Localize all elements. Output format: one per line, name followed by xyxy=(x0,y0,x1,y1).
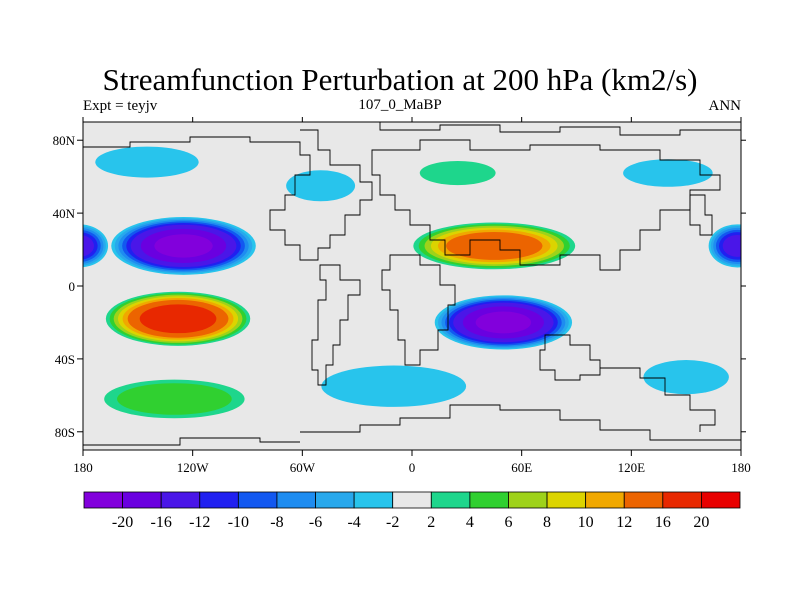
field-feature xyxy=(321,365,467,407)
x-tick-label: 0 xyxy=(409,460,416,475)
contour-band xyxy=(286,170,356,202)
contour-band xyxy=(419,160,496,186)
field-feature xyxy=(104,379,245,419)
colorbar-label: -2 xyxy=(386,514,399,531)
colorbar-box xyxy=(662,491,702,509)
x-tick-label: 60W xyxy=(290,460,316,475)
colorbar-box xyxy=(237,491,278,509)
contour-band xyxy=(475,311,532,334)
colorbar-box xyxy=(315,491,355,509)
field-feature xyxy=(413,222,576,270)
colorbar-box xyxy=(276,491,316,509)
colorbar-box xyxy=(83,491,123,509)
field-feature xyxy=(434,295,573,350)
season-label: ANN xyxy=(708,98,742,114)
colorbar-label: -4 xyxy=(347,514,360,531)
field-feature xyxy=(111,217,256,275)
x-tick-label: 180 xyxy=(731,460,751,475)
colorbar-box xyxy=(392,491,432,509)
colorbar-label: 8 xyxy=(543,514,551,531)
colorbar-box xyxy=(623,491,664,509)
contour-band xyxy=(117,383,232,415)
experiment-label: Expt = teyjv xyxy=(83,98,158,114)
time-label: 107_0_MaBP xyxy=(358,97,442,113)
colorbar-label: 10 xyxy=(578,514,594,531)
y-tick-label: 80N xyxy=(53,133,76,148)
colorbar-label: 20 xyxy=(693,514,709,531)
contour-band xyxy=(154,234,213,258)
coastline-segment xyxy=(83,129,373,261)
x-tick-label: 120W xyxy=(177,460,210,475)
field-feature xyxy=(643,360,729,395)
contour-band xyxy=(446,231,543,260)
colorbar-label: -6 xyxy=(309,514,322,531)
coastline-segment xyxy=(371,139,721,271)
y-tick-label: 40N xyxy=(53,206,76,221)
coastline-segment xyxy=(600,367,716,432)
contour-band xyxy=(83,235,94,257)
colorbar-box xyxy=(585,491,625,509)
contour-band xyxy=(623,159,713,187)
colorbar-box xyxy=(160,491,201,509)
field-feature xyxy=(286,170,356,202)
colorbar-box xyxy=(546,491,587,509)
x-tick-label: 120E xyxy=(618,460,646,475)
field-feature xyxy=(105,291,251,346)
y-tick-label: 0 xyxy=(69,279,76,294)
colorbar-box xyxy=(430,491,471,509)
contour-band xyxy=(722,234,741,257)
map-axes: 180 120W 60W 0 60E 120E 180 80N 40N 0 40S 80S xyxy=(53,117,751,475)
y-tick-label: 80S xyxy=(55,425,75,440)
coastline-segment xyxy=(379,122,741,136)
coastline-segment xyxy=(381,254,456,366)
contour-field xyxy=(83,146,741,419)
plot-title: Streamfunction Perturbation at 200 hPa (… xyxy=(102,62,698,97)
field-feature xyxy=(419,160,496,186)
field-feature xyxy=(95,146,199,178)
x-tick-label: 180 xyxy=(73,460,93,475)
colorbar-label: 12 xyxy=(616,514,632,531)
colorbar-box xyxy=(469,491,509,509)
coastline-segment xyxy=(689,194,713,236)
colorbar-label: -10 xyxy=(228,514,249,531)
colorbar-label: 6 xyxy=(504,514,512,531)
colorbar-label: -16 xyxy=(151,514,172,531)
coastline-segment xyxy=(539,334,601,381)
colorbar-box xyxy=(353,491,394,509)
contour-band xyxy=(95,146,199,178)
colorbar-label: -20 xyxy=(112,514,133,531)
y-tick-label: 40S xyxy=(55,352,75,367)
colorbar-label: -8 xyxy=(270,514,283,531)
colorbar-box xyxy=(508,491,548,509)
map-panel: 180 120W 60W 0 60E 120E 180 80N 40N 0 40S 80S xyxy=(53,117,751,475)
colorbar-label: 2 xyxy=(427,514,435,531)
colorbar-label: 16 xyxy=(655,514,671,531)
x-tick-label: 60E xyxy=(511,460,532,475)
contour-band xyxy=(139,304,217,334)
field-feature xyxy=(623,159,713,187)
colorbar-label: -12 xyxy=(189,514,210,531)
contour-band xyxy=(321,365,467,407)
coastlines xyxy=(83,122,741,446)
colorbar-box xyxy=(199,491,239,509)
coastline-segment xyxy=(300,404,741,441)
colorbar-label: 4 xyxy=(466,514,474,531)
coastline-segment xyxy=(311,264,361,386)
colorbar-box xyxy=(122,491,162,509)
colorbar: -20 -16 -12 -10 -8 -6 -4 -2 2 4 6 8 10 12 16 20 xyxy=(83,491,741,531)
coastline-segment xyxy=(83,437,300,446)
colorbar-box xyxy=(701,491,741,509)
contour-band xyxy=(643,360,729,395)
field-feature xyxy=(83,224,741,268)
